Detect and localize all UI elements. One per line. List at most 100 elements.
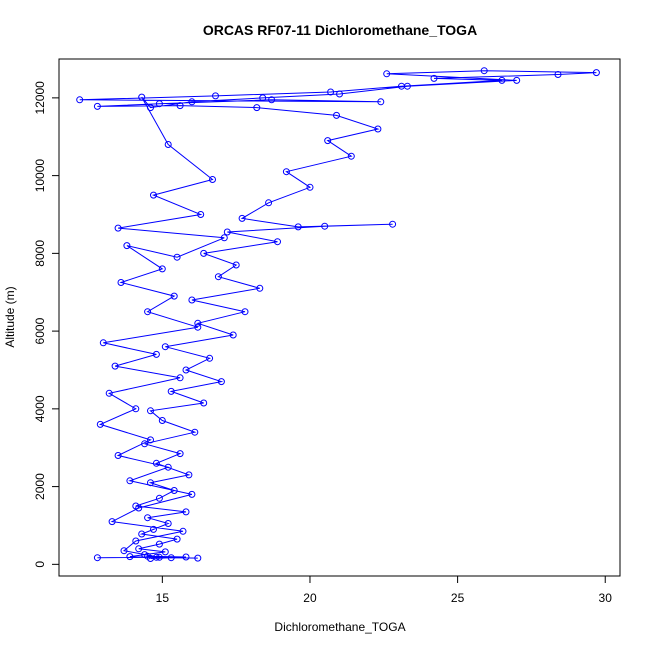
data-point [147,479,154,487]
data-point [194,554,202,562]
data-point [173,253,181,261]
data-point [93,102,101,110]
data-point [120,547,128,555]
data-point [232,261,240,269]
data-point [138,93,146,101]
data-point [170,292,178,300]
data-point [294,223,302,231]
data-point [152,350,160,358]
y-tick-label: 8000 [33,240,47,267]
y-axis: 0 2000 4000 6000 8000 10000 12000 [33,81,59,568]
data-point [200,399,208,407]
data-point [111,362,119,370]
data-point [229,331,237,339]
data-point [176,450,184,458]
data-point [179,527,187,535]
x-tick-label: 15 [156,591,170,605]
data-point [214,273,222,281]
x-tick-label: 20 [303,591,317,605]
data-point [347,152,355,160]
data-point [123,242,131,250]
data-point [152,553,160,561]
data-point [324,137,332,145]
data-point [182,553,190,561]
data-point [164,463,172,471]
data-point [223,228,231,236]
data-point [93,554,101,562]
data-point [150,191,157,199]
data-point [188,98,196,106]
data-point [152,459,160,467]
data-point [327,88,335,96]
chart-title: ORCAS RF07-11 Dichloromethane_TOGA [203,22,477,38]
data-point [164,520,172,527]
y-tick-label: 2000 [33,473,47,500]
data-point [268,96,276,104]
data-point [374,125,382,133]
data-point [176,102,184,110]
data-point [155,553,163,561]
data-point [164,141,172,148]
data-point [321,222,329,230]
x-axis: 15 20 25 30 [156,576,613,605]
data-point [105,389,113,397]
data-point [182,508,190,516]
data-point [200,249,208,257]
data-point [188,490,196,498]
data-point [238,214,246,222]
data-point [170,487,178,494]
data-point [253,104,261,112]
data-point [132,405,140,413]
data-point [430,74,438,82]
data-point [155,100,163,108]
data-point [265,199,273,207]
data-point [147,104,154,112]
data-point [188,296,196,304]
y-tick-label: 4000 [33,395,47,422]
data-point [126,553,134,561]
data-point [167,387,175,395]
data-point [194,319,202,327]
data-point [513,76,521,84]
data-point [274,238,281,246]
x-tick-label: 25 [451,591,465,605]
data-point [144,308,152,316]
data-point [161,548,169,556]
data-point [114,452,122,459]
data-point [99,339,107,347]
data-point [377,98,385,106]
data-point [212,92,219,100]
data-point [117,279,125,286]
data-point [241,308,249,316]
data-point [158,265,166,273]
data-point [220,234,228,242]
data-point [194,323,202,331]
data-point [191,428,199,436]
data-point [217,378,225,386]
data-point [147,436,154,444]
y-tick-label: 6000 [33,317,47,344]
data-point [480,67,488,75]
data-point [282,168,290,176]
data-point [256,284,264,292]
data-point [114,224,122,232]
data-point [155,540,163,548]
plot-frame [58,58,621,577]
y-tick-label: 12000 [33,81,47,115]
data-point [389,220,397,228]
data-point [336,90,343,98]
y-tick-label: 0 [33,561,47,568]
y-tick-label: 10000 [33,159,47,193]
data-point [173,535,181,543]
data-point [126,477,134,485]
data-point [182,366,190,374]
y-axis-label: Altitude (m) [3,286,17,347]
data-point [306,183,314,191]
data-point [132,537,140,545]
x-tick-label: 30 [599,591,613,605]
data-point [206,354,214,362]
data-point [176,374,184,382]
data-point [185,471,193,479]
series-line [79,70,597,559]
